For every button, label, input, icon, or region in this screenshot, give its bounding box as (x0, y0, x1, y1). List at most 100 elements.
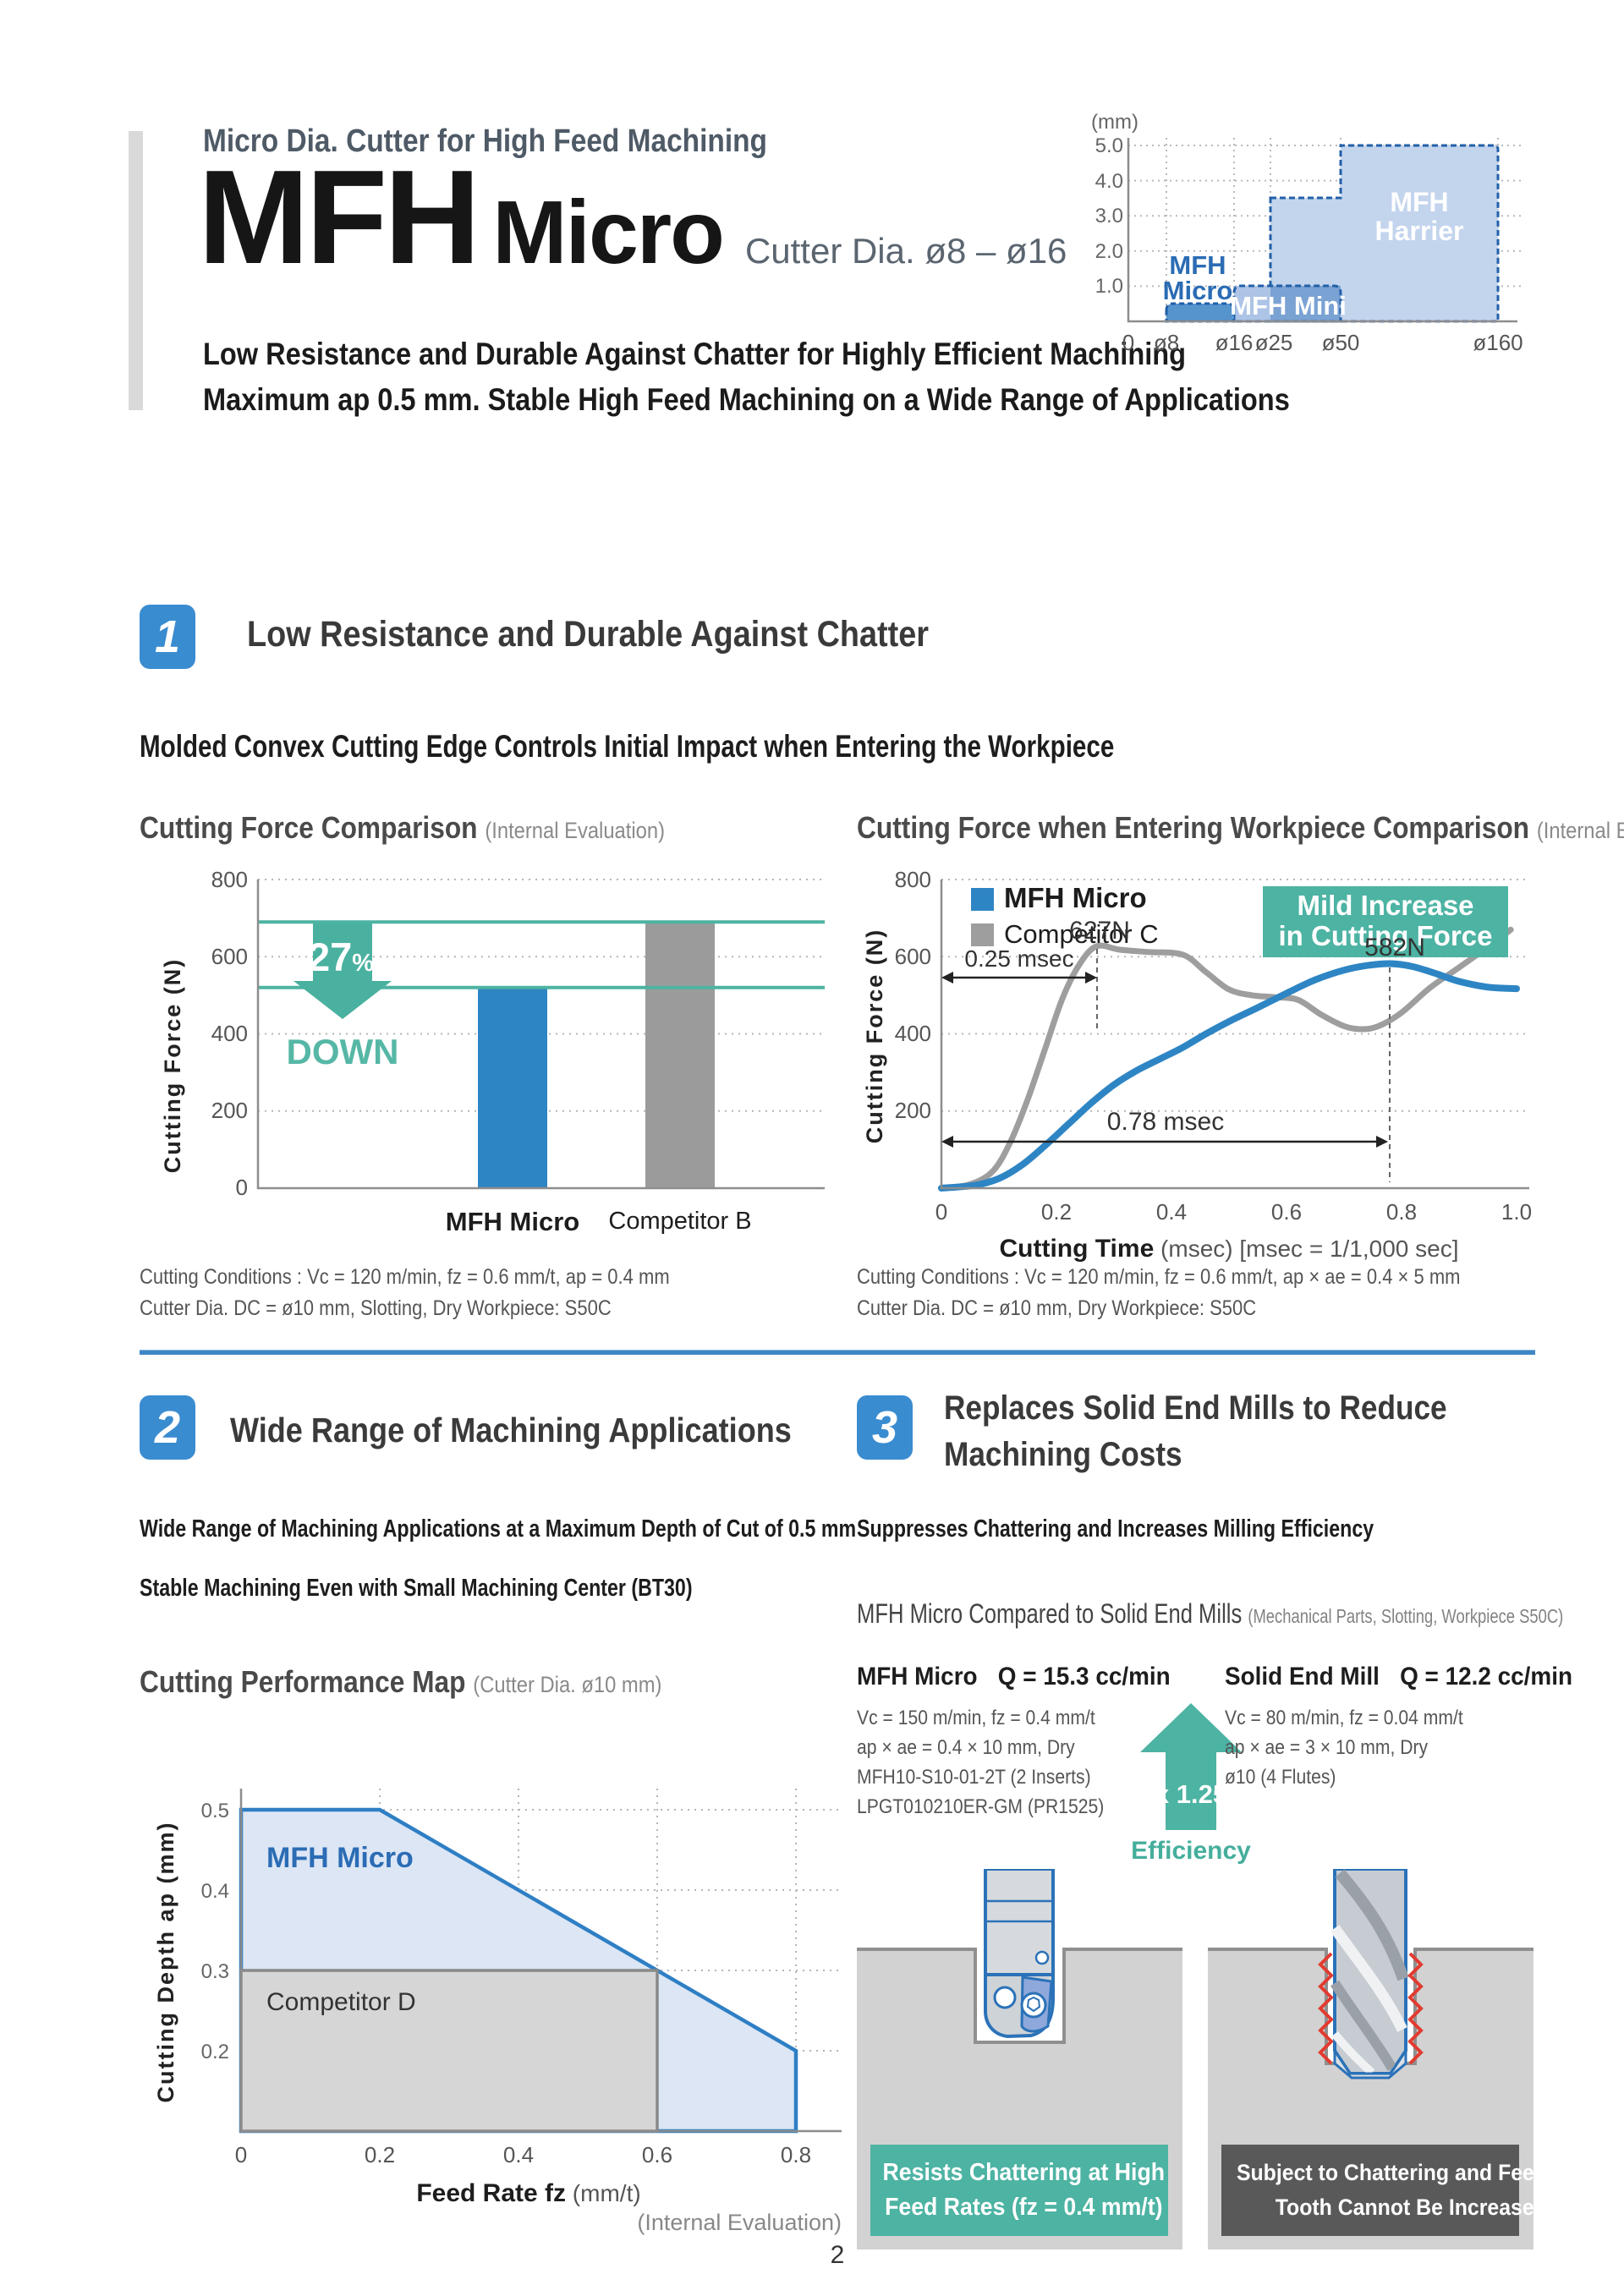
annotation-582n: 582N (1364, 934, 1425, 962)
section-3-sub: Suppresses Chattering and Increases Mill… (857, 1515, 1374, 1543)
series-mfh-micro (938, 960, 1520, 1192)
svg-text:0: 0 (935, 1199, 947, 1225)
bar-ylabel: Cutting Force (N) (160, 958, 185, 1173)
svg-text:ø50: ø50 (1322, 330, 1360, 355)
section-1-subheading: Molded Convex Cutting Edge Controls Init… (140, 729, 1115, 764)
arrow-025-msec: 0.25 msec (941, 945, 1097, 984)
line-axes (940, 879, 1529, 1190)
legend-swatch-mfh-micro (971, 888, 994, 911)
line-xlabel: Cutting Time (msec) [msec = 1/1,000 sec] (999, 1235, 1458, 1263)
efficiency-label: Efficiency (1131, 1837, 1251, 1865)
page-number: 2 (830, 2241, 845, 2269)
svg-text:0.2: 0.2 (365, 2142, 395, 2167)
svg-text:ø160: ø160 (1473, 330, 1522, 355)
svg-text:2.0: 2.0 (1095, 240, 1123, 263)
svg-text:0.2: 0.2 (201, 2041, 229, 2063)
bar-chart-title: Cutting Force Comparison (Internal Evalu… (140, 810, 665, 845)
svg-text:ø25: ø25 (1255, 330, 1293, 355)
section-2-sub-1: Wide Range of Machining Applications at … (140, 1515, 857, 1543)
svg-text:0.78 msec: 0.78 msec (1107, 1108, 1224, 1136)
svg-text:200: 200 (211, 1098, 248, 1123)
caption-resists-chattering: Resists Chattering at High Feed Rates (fz… (870, 2145, 1168, 2236)
svg-text:5.0: 5.0 (1095, 134, 1123, 157)
svg-text:800: 800 (211, 867, 248, 892)
svg-text:0.8: 0.8 (1386, 1199, 1417, 1225)
legend-label-mfh-micro: MFH Micro (1004, 882, 1147, 913)
compare-left-column: MFH Micro Q = 15.3 cc/min Vc = 150 m/min… (857, 1663, 1171, 1818)
efficiency-up-arrow: x 1.25 (1140, 1703, 1242, 1830)
svg-text:3.0: 3.0 (1095, 205, 1123, 227)
svg-text:0: 0 (235, 2142, 247, 2167)
compare-heading: MFH Micro Compared to Solid End Mills (M… (857, 1598, 1564, 1629)
svg-text:0: 0 (236, 1175, 248, 1200)
efficiency-factor: x 1.25 (1155, 1779, 1227, 1809)
compare-left-name: MFH Micro (857, 1663, 978, 1690)
product-lineup-chart: (mm) MFH Micro MFH Mini MFH Harrier 5.0 … (1091, 111, 1524, 355)
compare-left-q: Q = 15.3 cc/min (997, 1663, 1171, 1690)
compare-right-name: Solid End Mill (1225, 1663, 1380, 1690)
svg-text:400: 400 (211, 1021, 248, 1046)
map-label-mfh-micro: MFH Micro (266, 1842, 414, 1874)
lineup-label-micro-2: Micro (1163, 276, 1233, 305)
map-internal-evaluation-note: (Internal Evaluation) (637, 2210, 842, 2235)
svg-text:0.4: 0.4 (503, 2142, 534, 2167)
section-1-number-box: 1 (140, 605, 195, 669)
svg-text:0.6: 0.6 (1271, 1199, 1302, 1225)
arrow-078-msec: 0.78 msec (941, 1108, 1388, 1148)
svg-text:0: 0 (1122, 330, 1134, 355)
brand-name: MFH (198, 143, 480, 292)
compare-right-q: Q = 12.2 cc/min (1400, 1663, 1573, 1690)
svg-text:0.4: 0.4 (201, 1880, 229, 1903)
legend-swatch-competitor-c (971, 923, 994, 946)
lineup-axes (1127, 138, 1517, 323)
bar-cat-mfh-micro: MFH Micro (446, 1207, 579, 1236)
lineup-label-mini: MFH Mini (1230, 291, 1347, 321)
section-1-title: Low Resistance and Durable Against Chatt… (247, 614, 930, 655)
lineup-region-micro (1165, 302, 1236, 323)
svg-text:DOWN: DOWN (287, 1032, 399, 1071)
svg-text:0.2: 0.2 (1041, 1199, 1072, 1225)
map-region-competitor-d (239, 1969, 659, 2133)
bar-yticks: 800 600 400 200 0 (211, 867, 248, 1200)
svg-text:Mild Increase: Mild Increase (1297, 890, 1473, 921)
cutter-dia-range: Cutter Dia. ø8 – ø16 (744, 231, 1067, 271)
end-mill-tool (1330, 1869, 1409, 2080)
svg-text:27%: 27% (308, 934, 374, 979)
map-yticks: 0.5 0.4 0.3 0.2 (201, 1800, 229, 2063)
section-3-number-box: 3 (857, 1395, 913, 1460)
lineup-region-mini-dark (1270, 286, 1341, 321)
section-1-number: 1 (154, 611, 181, 662)
section-divider (140, 1350, 1535, 1355)
section-3-number: 3 (871, 1402, 898, 1453)
compare-right-column: Solid End Mill Q = 12.2 cc/min Vc = 80 m… (1225, 1663, 1573, 1789)
svg-text:0.5: 0.5 (201, 1800, 229, 1822)
lineup-region-mini-light (1234, 286, 1270, 321)
svg-text:0.25 msec: 0.25 msec (964, 945, 1073, 972)
svg-text:0.8: 0.8 (781, 2142, 811, 2167)
svg-text:1.0: 1.0 (1501, 1199, 1532, 1225)
section-2-number-box: 2 (140, 1395, 195, 1460)
svg-text:0.3: 0.3 (201, 1960, 229, 1983)
bar-cat-competitor-b: Competitor B (608, 1208, 751, 1235)
tagline-1: Low Resistance and Durable Against Chatt… (203, 337, 1187, 371)
product-title: MFH Micro Cutter Dia. ø8 – ø16 (198, 151, 1067, 284)
mild-increase-badge: Mild Increase in Cutting Force (1263, 886, 1508, 957)
svg-text:4.0: 4.0 (1095, 170, 1123, 193)
lineup-yticks: 5.0 4.0 3.0 2.0 1.0 (1095, 134, 1123, 298)
bar-competitor-b (645, 922, 715, 1188)
header-accent-bar (129, 131, 143, 410)
section-2-number: 2 (154, 1402, 181, 1453)
map-label-competitor-d: Competitor D (266, 1988, 416, 2016)
section-2-title: Wide Range of Machining Applications (230, 1411, 792, 1449)
svg-text:0.6: 0.6 (642, 2142, 672, 2167)
svg-text:600: 600 (211, 944, 248, 969)
chatter-marks (1318, 1952, 1424, 2065)
bar-axes (256, 879, 825, 1190)
entering-force-line-chart: MFH Micro Competitor C Mild Increase in … (862, 867, 1532, 1263)
annotation-627n: 627N (1069, 917, 1130, 945)
map-ylabel: Cutting Depth ap (mm) (153, 1822, 178, 2103)
svg-text:ø8: ø8 (1154, 330, 1179, 355)
percent-down-arrow: 27% DOWN (287, 923, 399, 1071)
insert-cutter-tool (984, 1869, 1055, 2039)
